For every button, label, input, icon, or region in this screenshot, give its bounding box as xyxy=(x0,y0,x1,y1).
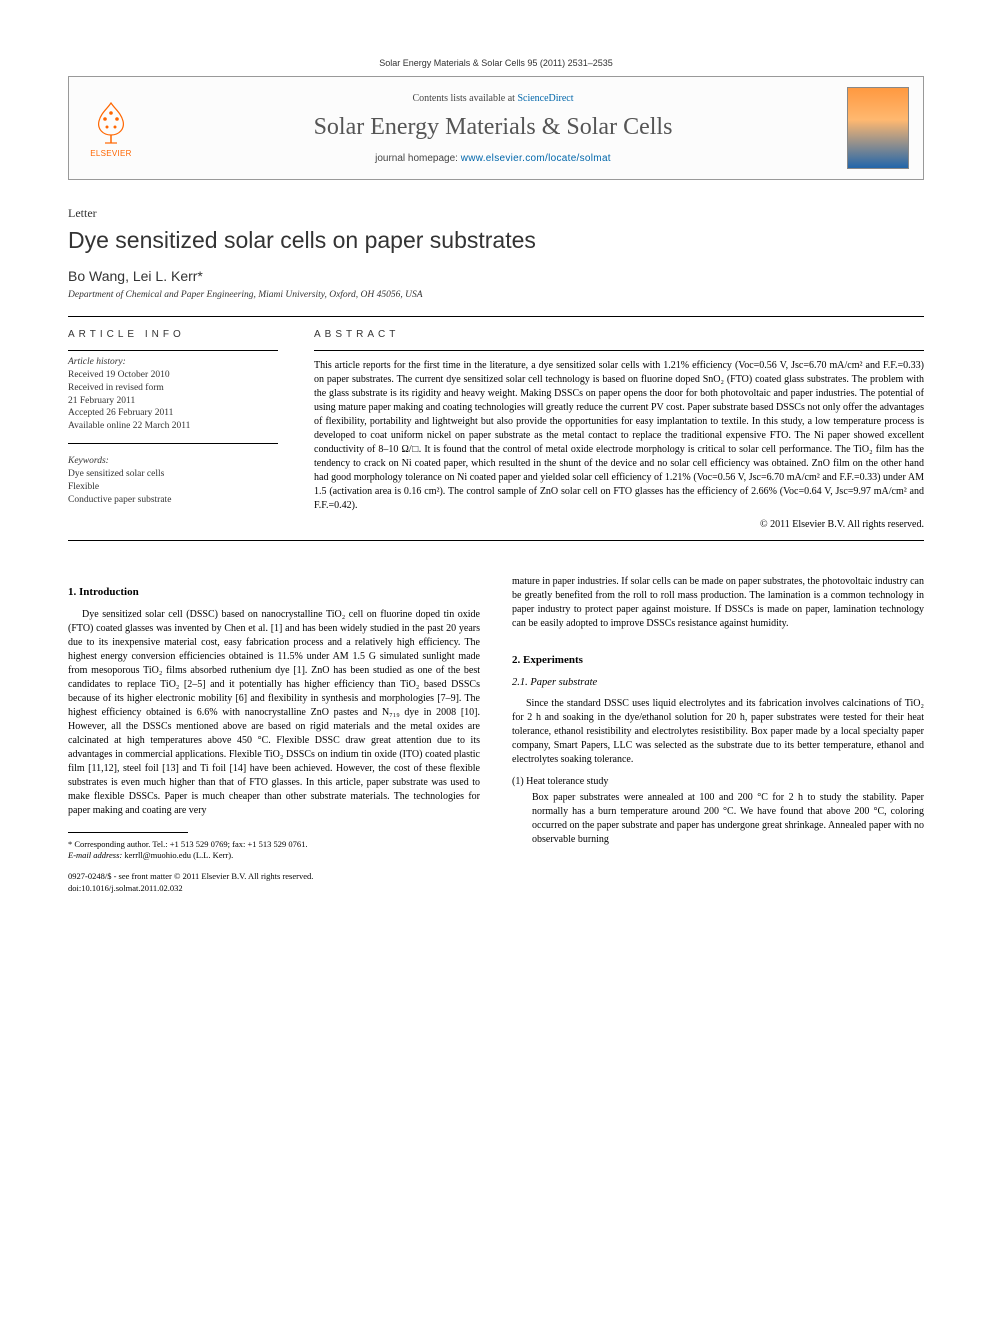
abstract-rule xyxy=(314,350,924,351)
journal-header-bar: ELSEVIER Contents lists available at Sci… xyxy=(68,76,924,180)
keyword-3: Conductive paper substrate xyxy=(68,494,278,507)
contents-prefix: Contents lists available at xyxy=(412,93,517,104)
divider-top xyxy=(68,316,924,317)
online-date: Available online 22 March 2011 xyxy=(68,420,278,433)
elsevier-label: ELSEVIER xyxy=(90,149,132,158)
homepage-link[interactable]: www.elsevier.com/locate/solmat xyxy=(461,153,611,164)
email-address[interactable]: kerrll@muohio.edu (L.L. Kerr). xyxy=(124,850,233,860)
issn-line: 0927-0248/$ - see front matter © 2011 El… xyxy=(68,871,480,882)
list-item-1-label: (1) Heat tolerance study xyxy=(512,775,924,789)
section-2-1-para-1: Since the standard DSSC uses liquid elec… xyxy=(512,697,924,767)
doi-line: doi:10.1016/j.solmat.2011.02.032 xyxy=(68,883,480,894)
email-line: E-mail address: kerrll@muohio.edu (L.L. … xyxy=(68,850,480,861)
running-header: Solar Energy Materials & Solar Cells 95 … xyxy=(68,58,924,68)
article-info-col: ARTICLE INFO Article history: Received 1… xyxy=(68,329,278,530)
section-1-heading: 1. Introduction xyxy=(68,585,480,600)
history-label: Article history: xyxy=(68,357,278,367)
keywords-label: Keywords: xyxy=(68,456,278,466)
info-rule xyxy=(68,350,278,351)
letter-label: Letter xyxy=(68,206,924,221)
journal-name: Solar Energy Materials & Solar Cells xyxy=(157,114,829,141)
sciencedirect-link[interactable]: ScienceDirect xyxy=(517,93,573,104)
section-2-heading: 2. Experiments xyxy=(512,653,924,668)
elsevier-tree-icon xyxy=(87,99,135,147)
abstract-heading: ABSTRACT xyxy=(314,329,924,340)
keywords-block: Keywords: Dye sensitized solar cells Fle… xyxy=(68,456,278,506)
abstract-col: ABSTRACT This article reports for the fi… xyxy=(314,329,924,530)
section-1-para-2: mature in paper industries. If solar cel… xyxy=(512,575,924,631)
elsevier-logo: ELSEVIER xyxy=(83,95,139,161)
list-item-1-text: Box paper substrates were annealed at 10… xyxy=(512,791,924,847)
footnote-separator xyxy=(68,832,188,833)
article-info-heading: ARTICLE INFO xyxy=(68,329,278,340)
affiliation: Department of Chemical and Paper Enginee… xyxy=(68,290,924,300)
divider-bottom xyxy=(68,540,924,541)
info-abstract-row: ARTICLE INFO Article history: Received 1… xyxy=(68,329,924,530)
footnote-block: * Corresponding author. Tel.: +1 513 529… xyxy=(68,832,480,893)
header-center: Contents lists available at ScienceDirec… xyxy=(157,93,829,164)
corresponding-author: * Corresponding author. Tel.: +1 513 529… xyxy=(68,839,480,850)
body-two-column: 1. Introduction Dye sensitized solar cel… xyxy=(68,575,924,894)
revised-date: 21 February 2011 xyxy=(68,395,278,408)
journal-cover-thumb xyxy=(847,87,909,169)
homepage-prefix: journal homepage: xyxy=(375,153,461,164)
section-1-para-1: Dye sensitized solar cell (DSSC) based o… xyxy=(68,608,480,818)
authors: Bo Wang, Lei L. Kerr* xyxy=(68,268,924,284)
homepage-line: journal homepage: www.elsevier.com/locat… xyxy=(157,153,829,164)
email-label: E-mail address: xyxy=(68,850,122,860)
revised-label: Received in revised form xyxy=(68,382,278,395)
abstract-text: This article reports for the first time … xyxy=(314,359,924,513)
article-title: Dye sensitized solar cells on paper subs… xyxy=(68,227,924,254)
abstract-copyright: © 2011 Elsevier B.V. All rights reserved… xyxy=(314,519,924,530)
keyword-2: Flexible xyxy=(68,481,278,494)
info-rule-2 xyxy=(68,443,278,444)
contents-line: Contents lists available at ScienceDirec… xyxy=(157,93,829,104)
accepted-date: Accepted 26 February 2011 xyxy=(68,407,278,420)
keyword-1: Dye sensitized solar cells xyxy=(68,468,278,481)
received-date: Received 19 October 2010 xyxy=(68,369,278,382)
section-2-1-heading: 2.1. Paper substrate xyxy=(512,676,924,691)
